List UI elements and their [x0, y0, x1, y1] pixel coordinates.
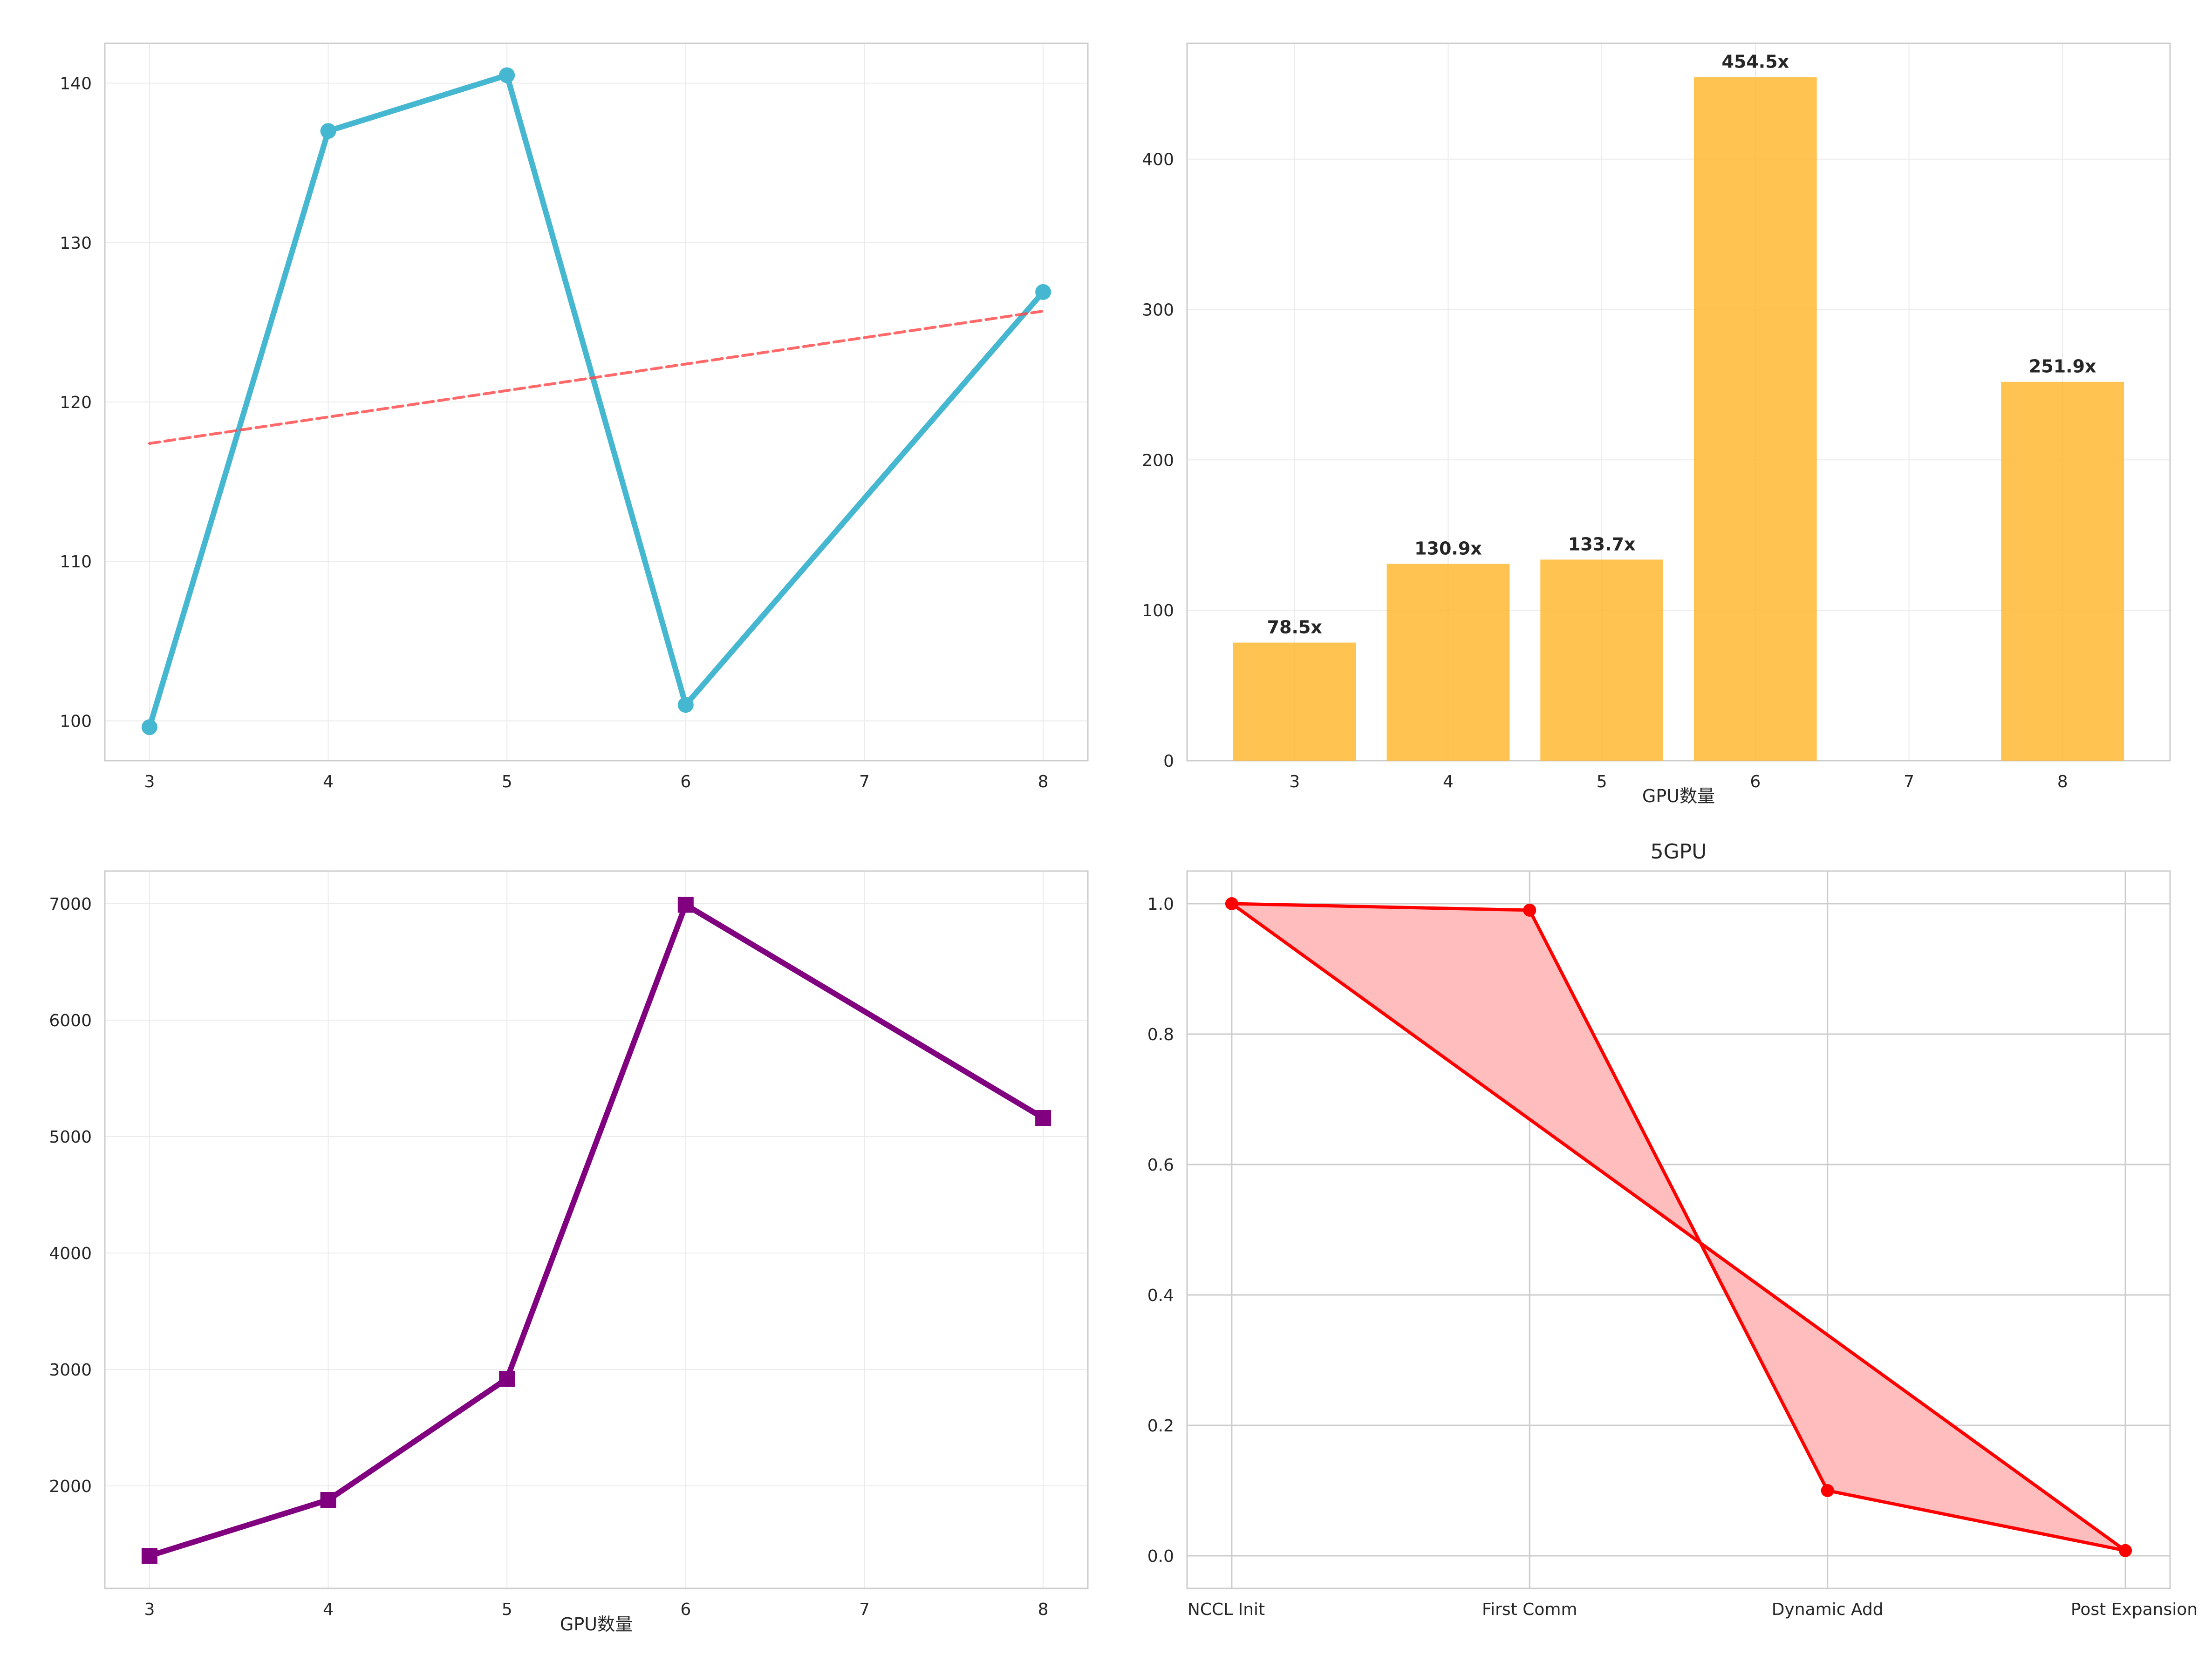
x-tick-label: 7 — [859, 772, 870, 791]
x-tick-label: 6 — [680, 1600, 691, 1619]
x-tick-label: 7 — [859, 1600, 870, 1619]
bar-value-label: 78.5x — [1267, 617, 1322, 638]
y-tick-label: 0.6 — [1147, 1156, 1174, 1175]
bar — [2001, 381, 2124, 761]
y-tick-label: 5000 — [49, 1128, 92, 1147]
bar-value-label: 130.9x — [1414, 538, 1482, 559]
x-tick-label: 6 — [680, 772, 691, 791]
data-point — [677, 697, 694, 713]
y-tick-label: 1.0 — [1147, 895, 1174, 914]
data-point — [499, 67, 515, 83]
data-point — [677, 897, 694, 913]
panel-4: NCCL Init First Comm Dynamic Add Post Expan… — [1147, 840, 2198, 1619]
data-point — [499, 1371, 515, 1387]
y-tick-label: 0.0 — [1147, 1547, 1174, 1566]
x-tick-label: 5 — [502, 1600, 512, 1619]
data-point — [1523, 904, 1536, 917]
plot-area-2 — [1186, 42, 2171, 762]
y-tick-label: 200 — [1142, 451, 1174, 470]
trend-line — [148, 309, 1045, 445]
y-tick-label: 400 — [1142, 150, 1174, 170]
x-tick-label: Dynamic Add — [1772, 1600, 1884, 1619]
x-tick-label: 3 — [144, 1600, 155, 1619]
x-tick-label: 8 — [1038, 1600, 1049, 1619]
x-tick-label: 8 — [2057, 772, 2068, 791]
x-tick-label: 3 — [1289, 772, 1300, 791]
x-tick-label: 6 — [1750, 772, 1761, 791]
x-tick-label: 4 — [1443, 772, 1454, 791]
x-tick-label: NCCL Init — [1188, 1600, 1265, 1619]
x-tick-label: 3 — [144, 772, 155, 791]
y-tick-label: 3000 — [49, 1361, 92, 1380]
data-point — [141, 719, 157, 736]
y-tick-label: 7000 — [49, 895, 92, 914]
data-point — [1035, 1110, 1051, 1126]
y-tick-label: 110 — [60, 552, 92, 572]
x-tick-label: 4 — [323, 772, 334, 791]
plot-area-3 — [104, 870, 1089, 1589]
bar-value-label: 251.9x — [2029, 356, 2096, 377]
y-tick-label: 140 — [60, 75, 92, 94]
y-tick-label: 130 — [60, 234, 92, 253]
y-tick-label: 300 — [1142, 300, 1174, 320]
y-tick-label: 6000 — [49, 1011, 92, 1030]
data-point — [1035, 284, 1051, 300]
y-tick-label: 4000 — [49, 1244, 92, 1263]
data-point — [141, 1548, 157, 1564]
x-axis-label-2: GPU数量 — [1642, 786, 1715, 806]
x-tick-label: 8 — [1038, 772, 1049, 791]
bar-value-label: 454.5x — [1721, 52, 1789, 72]
y-tick-label: 100 — [60, 712, 92, 731]
plot-area-1 — [104, 42, 1089, 762]
y-tick-label: 0.2 — [1147, 1417, 1174, 1436]
x-axis-label-3: GPU数量 — [560, 1614, 633, 1635]
data-point — [320, 1492, 336, 1508]
bar-value-label: 133.7x — [1568, 534, 1636, 554]
x-tick-label: 5 — [502, 772, 512, 791]
y-tick-label: 2000 — [49, 1477, 92, 1496]
y-tick-label: 100 — [1142, 601, 1174, 620]
x-tick-label: First Comm — [1482, 1600, 1577, 1619]
bar — [1386, 564, 1510, 761]
data-point — [1225, 897, 1238, 910]
panel-1: 3 4 5 6 7 8 100 110 120 130 140 — [60, 42, 1089, 791]
chart-title-4: 5GPU — [1651, 840, 1707, 864]
y-tick-label: 0.4 — [1147, 1286, 1174, 1305]
data-point — [320, 123, 336, 139]
plot-area-4 — [1186, 870, 2171, 1589]
bar — [1693, 77, 1817, 761]
x-tick-label: Post Expansion — [2071, 1600, 2198, 1619]
bar — [1233, 642, 1356, 761]
panel-2: 78.5x 130.9x 133.7x 454.5x 251.9x 3 4 5 6 7 8 0 100… — [1142, 42, 2171, 806]
x-tick-label: 4 — [323, 1600, 334, 1619]
x-tick-label: 5 — [1597, 772, 1607, 791]
panel-3: 3 4 5 6 7 8 2000 3000 4000 5000 6000 7000 GPU数量 — [49, 870, 1089, 1635]
y-tick-label: 0.8 — [1147, 1025, 1174, 1044]
data-point — [2119, 1544, 2132, 1557]
data-point — [1821, 1484, 1834, 1497]
bar — [1540, 559, 1664, 761]
y-tick-label: 0 — [1163, 752, 1174, 771]
x-tick-label: 7 — [1904, 772, 1914, 791]
y-tick-label: 120 — [60, 393, 92, 412]
